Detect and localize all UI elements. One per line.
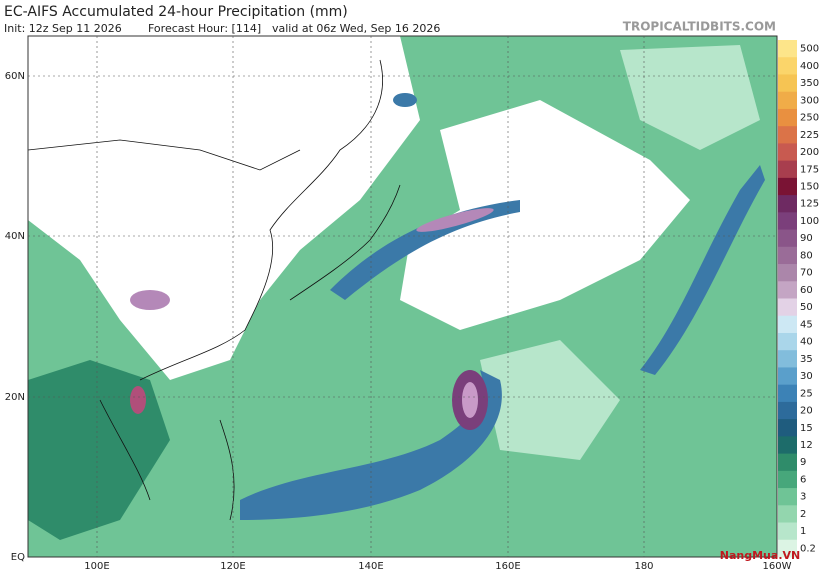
lon-label: 140E (358, 561, 383, 572)
colorbar-label: 2 (800, 509, 806, 520)
lon-label: 100E (84, 561, 109, 572)
lon-label: 120E (220, 561, 245, 572)
light-precip (620, 45, 760, 150)
heavy-core (416, 208, 494, 232)
colorbar-segment (778, 160, 797, 179)
colorbar-segment (778, 40, 797, 58)
colorbar-segment (778, 315, 797, 334)
colorbar-segment (778, 91, 797, 110)
title: EC-AIFS Accumulated 24-hour Precipitatio… (4, 4, 348, 20)
colorbar-label: 150 (800, 181, 819, 192)
colorbar-segment (778, 195, 797, 213)
light-precip (480, 340, 620, 460)
colorbar-segment (778, 505, 797, 524)
colorbar-label: 100 (800, 216, 819, 227)
lat-label: EQ (11, 552, 25, 563)
colorbar-label: 70 (800, 268, 813, 279)
valid-time: valid at 06z Wed, Sep 16 2026 (272, 22, 440, 35)
colorbar-label: 30 (800, 371, 813, 382)
colorbar-label: 0.2 (800, 543, 816, 554)
axes: 60N 40N 20N EQ 100E 120E 140E 160E 180 160W (5, 36, 792, 572)
colorbar-segment (778, 419, 797, 437)
colorbar-segment (778, 177, 797, 196)
colorbar-label: 250 (800, 113, 819, 124)
colorbar-segment (778, 108, 797, 127)
heavy-core (130, 386, 146, 414)
colorbar-segment (778, 401, 797, 420)
colorbar-label: 45 (800, 319, 813, 330)
lat-label: 20N (5, 392, 25, 403)
dry-area (160, 36, 380, 200)
colorbar-segment (778, 143, 797, 162)
colorbar-label: 40 (800, 337, 813, 348)
colorbar-segment (778, 229, 797, 248)
lat-label: 60N (5, 71, 25, 82)
colorbar-segment (778, 298, 797, 317)
colorbar-segment (778, 539, 797, 558)
heavy-band (640, 165, 765, 375)
map-frame (27, 35, 778, 558)
colorbar-segment (778, 522, 797, 541)
colorbar-label: 90 (800, 233, 813, 244)
colorbar-label: 9 (800, 457, 806, 468)
colorbar-label: 175 (800, 164, 819, 175)
colorbar-segment (778, 332, 797, 351)
colorbar: 5004003503002502252001751501251009080706… (778, 40, 819, 558)
site-label: TROPICALTIDBITS.COM (623, 20, 776, 34)
colorbar-label: 1 (800, 526, 806, 537)
map-area (27, 35, 778, 558)
colorbar-segment (778, 57, 797, 75)
colorbar-segment (778, 126, 797, 144)
colorbar-label: 225 (800, 130, 819, 141)
colorbar-segment (778, 470, 797, 489)
colorbar-label: 12 (800, 440, 813, 451)
colorbar-label: 500 (800, 44, 819, 55)
colorbar-segment (778, 453, 797, 472)
coastline (289, 184, 401, 301)
colorbar-segment (778, 281, 797, 299)
colorbar-label: 35 (800, 354, 813, 365)
colorbar-label: 80 (800, 250, 813, 261)
colorbar-label: 25 (800, 388, 813, 399)
colorbar-label: 60 (800, 285, 813, 296)
colorbar-segment (778, 264, 797, 282)
colorbar-label: 15 (800, 423, 813, 434)
coastline (139, 59, 383, 381)
forecast-hour: Forecast Hour: [114] (148, 22, 261, 35)
colorbar-segment (778, 246, 797, 265)
colorbar-label: 6 (800, 474, 806, 485)
colorbar-segment (778, 384, 797, 403)
colorbar-segment (778, 488, 797, 506)
colorbar-label: 50 (800, 302, 813, 313)
colorbar-segment (778, 367, 797, 386)
colorbar-segment (778, 436, 797, 455)
init-time: Init: 12z Sep 11 2026 (4, 22, 122, 35)
colorbar-label: 20 (800, 406, 813, 417)
coastline (99, 399, 235, 521)
colorbar-label: 200 (800, 147, 819, 158)
colorbar-label: 3 (800, 492, 806, 503)
lon-label: 180 (634, 561, 653, 572)
border (28, 139, 301, 171)
colorbar-label: 400 (800, 61, 819, 72)
heavy-core (462, 382, 478, 418)
heavy-band (240, 370, 502, 520)
colorbar-label: 350 (800, 78, 819, 89)
dry-area (400, 100, 690, 330)
watermark: NangMua.VN (720, 549, 800, 562)
lon-label: 160W (763, 561, 792, 572)
lon-label: 160E (495, 561, 520, 572)
colorbar-label: 300 (800, 95, 819, 106)
colorbar-segment (778, 212, 797, 231)
heavy-core (393, 93, 417, 107)
lat-label: 40N (5, 231, 25, 242)
heavy-core (130, 290, 170, 310)
colorbar-label: 125 (800, 199, 819, 210)
colorbar-segment (778, 74, 797, 93)
heavy-band (330, 200, 520, 300)
colorbar-segment (778, 350, 797, 368)
